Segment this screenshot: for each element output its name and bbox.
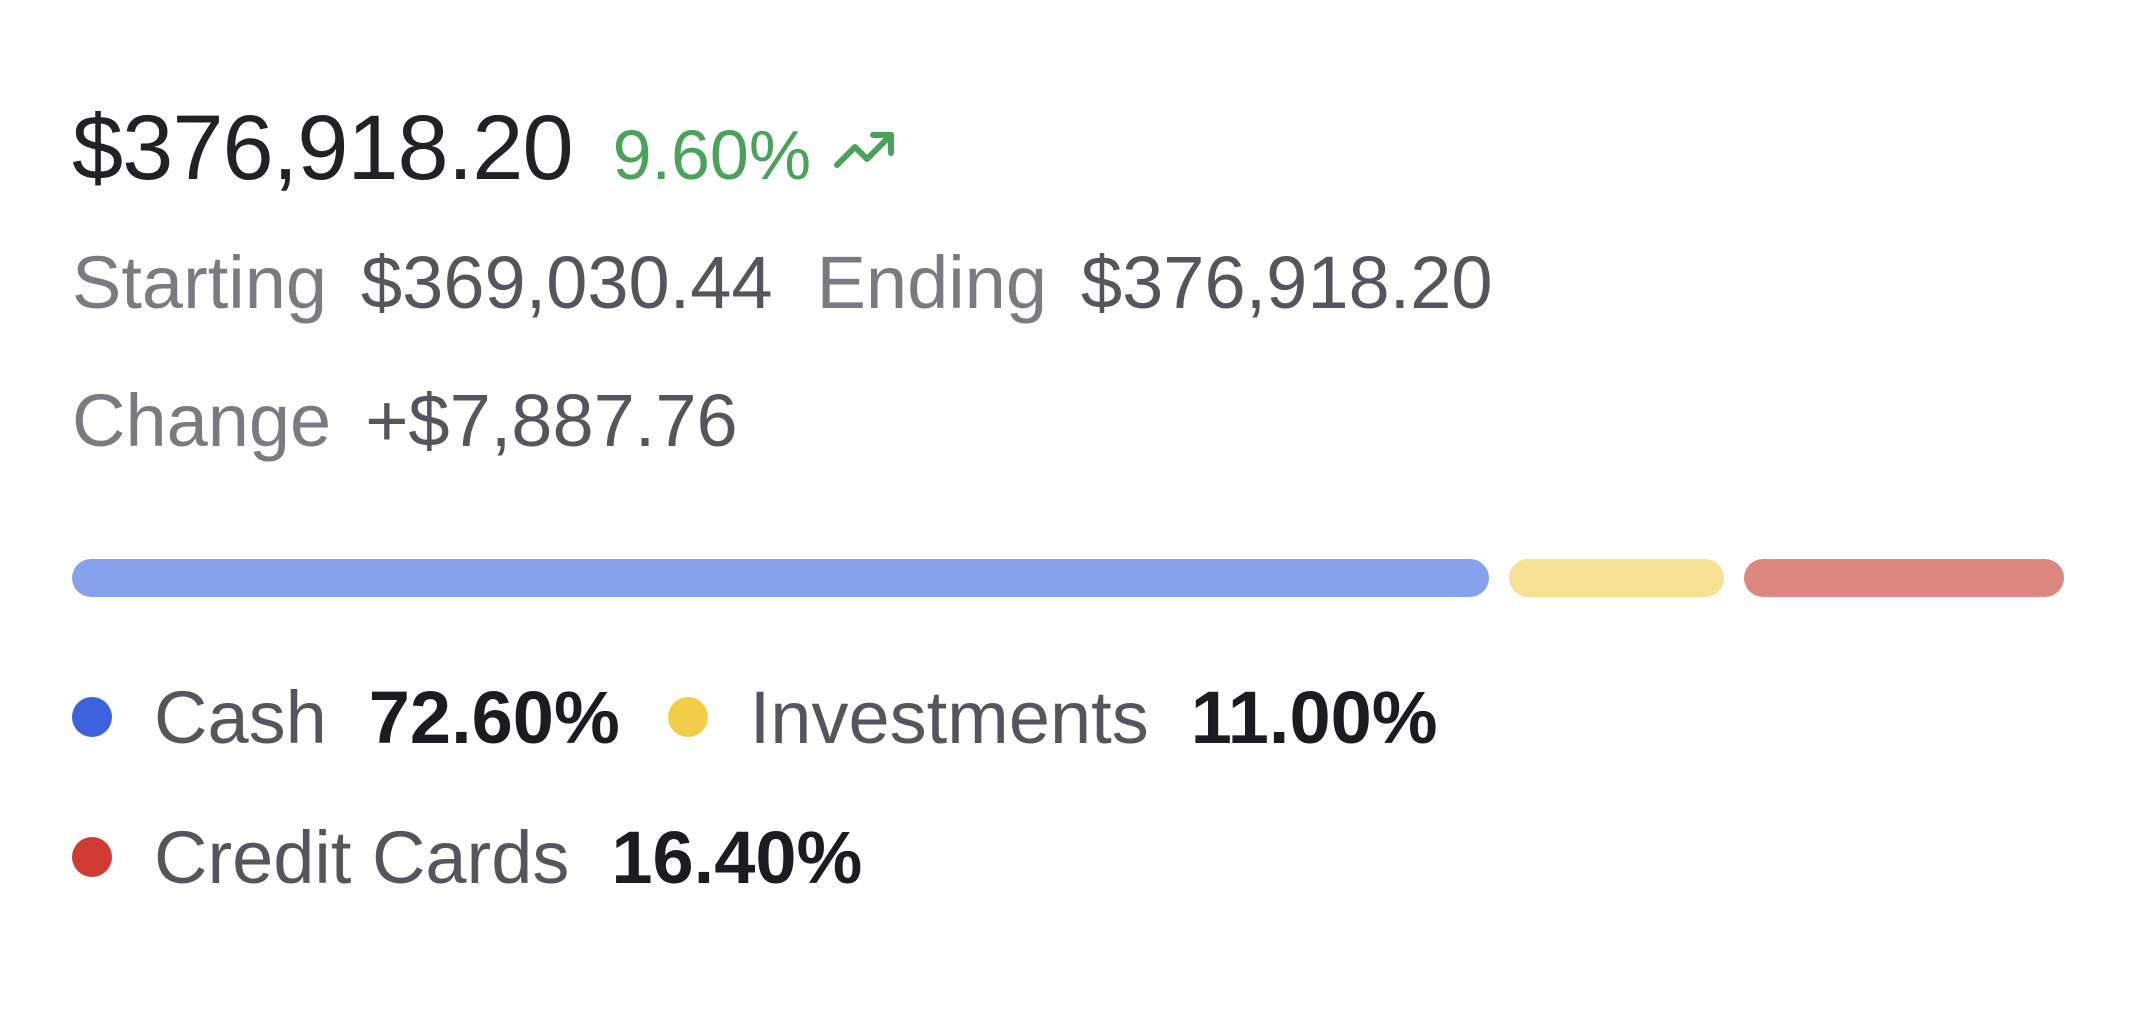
legend: Cash 72.60% Investments 11.00% Credit Cards 1… [72,675,1572,899]
range-row: Starting $369,030.44 Ending $376,918.20 [72,240,1493,325]
legend-item: Credit Cards 16.40% [72,815,863,899]
breakdown-bar [72,559,2064,597]
change-label: Change [72,379,332,462]
legend-name: Credit Cards [154,815,570,899]
legend-value: 72.60% [368,675,620,759]
legend-value: 11.00% [1190,675,1438,759]
legend-dot [72,837,112,877]
change-percent: 9.60% [612,116,812,194]
total-balance: $376,918.20 [72,97,574,199]
change-row: Change +$7,887.76 [72,378,738,463]
ending-label: Ending [816,241,1047,324]
legend-item: Investments 11.00% [667,675,1438,759]
change-value: +$7,887.76 [365,379,738,462]
legend-name: Investments [749,675,1149,759]
bar-segment [72,559,1490,597]
legend-dot [72,697,112,737]
headline: $376,918.20 9.60% [72,96,897,201]
legend-name: Cash [154,675,327,759]
bar-segment [1509,559,1724,597]
starting-value: $369,030.44 [361,241,773,324]
ending-value: $376,918.20 [1080,241,1493,324]
legend-dot [667,697,708,737]
bar-segment [1743,559,2064,597]
trend-up-icon [834,131,895,168]
legend-item: Cash 72.60% [72,675,620,759]
legend-value: 16.40% [611,815,863,899]
starting-label: Starting [72,241,328,324]
